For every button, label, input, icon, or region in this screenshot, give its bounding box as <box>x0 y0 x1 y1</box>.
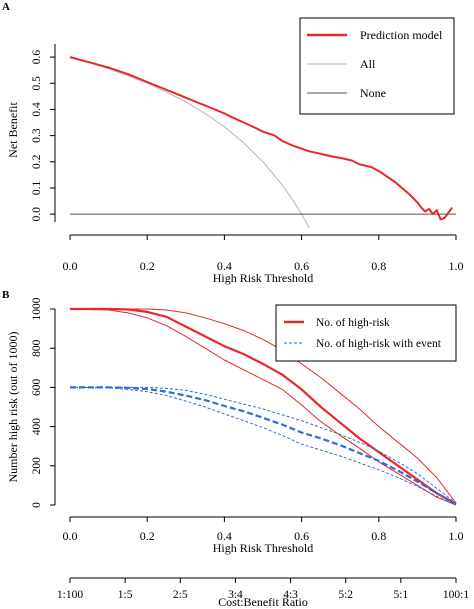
series-line-no-of-high-risk-with-event <box>70 386 457 505</box>
panel-b-series <box>69 307 457 506</box>
panel-a-x-tick-label: 0.2 <box>140 259 155 273</box>
panel-a-y-tick-label: 0.3 <box>31 128 43 143</box>
panel-a-y-tick-label: 0.5 <box>31 76 43 91</box>
panel-b-y-tick-label: 400 <box>31 418 43 436</box>
panel-a-x-tick-label: 1.0 <box>449 259 464 273</box>
panel-b-y-tick-label: 600 <box>31 379 43 397</box>
legend-label-high-risk-event: No. of high-risk with event <box>316 338 442 350</box>
panel-b-x2-tick-label: 2:5 <box>173 589 188 601</box>
panel-b-y-axis-title: Number high risk (out of 1000) <box>6 332 20 483</box>
panel-a-y-tick-label: 0.0 <box>31 207 43 222</box>
panel-b-x2-tick-label: 5:2 <box>338 589 353 601</box>
panel-a-plot-area <box>69 56 456 229</box>
panel-a-x-axis-title: High Risk Threshold <box>213 271 313 285</box>
panel-b-label: B <box>2 289 10 301</box>
series-ci-lower-no-of-high-risk-with-event <box>69 386 457 506</box>
series-line-no-of-high-risk <box>70 307 457 505</box>
panel-b-x2-axis-title: Cost:Benefit Ratio <box>218 595 308 609</box>
panel-a-x-tick-label: 0.4 <box>217 259 232 273</box>
panel-b-x2-tick-label: 5:1 <box>394 589 409 601</box>
panel-b-x2-ticks: 1:100 1:5 2:5 3:4 4:3 5:2 5:1 100:1 <box>57 578 469 601</box>
panel-a-legend: Prediction model All None <box>299 17 455 115</box>
panel-a-y-tick-label: 0.4 <box>31 102 43 117</box>
panel-b-x-tick-label: 1.0 <box>449 529 464 543</box>
panel-a: A 0.0 0.1 0.2 0.3 0.4 0.5 0.6 0.0 0.2 0.4 0.6 0.8 1… <box>2 1 464 285</box>
panel-a-y-tick-label: 0.2 <box>31 154 43 169</box>
panel-b-x2-tick-label: 1:100 <box>57 589 83 601</box>
series-ci-upper-no-of-high-risk-with-event <box>70 386 457 504</box>
panel-b-x2-tick-label: 3:4 <box>228 589 243 601</box>
panel-a-series <box>69 56 456 229</box>
panel-b-legend: No. of high-risk No. of high-risk with e… <box>275 304 457 362</box>
panel-b-y-tick-label: 0 <box>31 502 43 508</box>
panel-a-label: A <box>2 1 10 13</box>
panel-b-x-tick-label: 0.8 <box>371 529 386 543</box>
panel-a-x-tick-label: 0.0 <box>63 259 78 273</box>
panel-b-x-tick-label: 0.0 <box>63 529 78 543</box>
series-ci-upper-no-of-high-risk <box>70 308 457 504</box>
panel-b-y-tick-label: 200 <box>31 457 43 475</box>
panel-a-x-tick-label: 0.8 <box>371 259 386 273</box>
panel-a-y-ticks: 0.0 0.1 0.2 0.3 0.4 0.5 0.6 <box>31 50 55 222</box>
panel-b-x-axis-title: High Risk Threshold <box>213 541 313 555</box>
panel-b-x2-tick-label: 100:1 <box>443 589 469 601</box>
panel-b-x2-tick-label: 4:3 <box>283 589 298 601</box>
series-line-prediction-model <box>69 56 453 221</box>
legend-label-prediction-model: Prediction model <box>360 28 443 42</box>
legend-label-high-risk: No. of high-risk <box>316 317 390 329</box>
panel-b: B 0 200 400 600 800 1000 0.0 0.2 0.4 0.6 0.8 1.0 1… <box>2 289 469 609</box>
panel-b-x-ticks: 0.0 0.2 0.4 0.6 0.8 1.0 <box>63 517 464 543</box>
panel-a-x-tick-label: 0.6 <box>294 259 309 273</box>
panel-a-y-axis-title: Net Benefit <box>6 102 20 158</box>
panel-b-legend-box <box>275 304 457 362</box>
panel-b-x-tick-label: 0.2 <box>140 529 155 543</box>
legend-label-all: All <box>360 57 376 71</box>
panel-b-x2-tick-label: 1:5 <box>118 589 133 601</box>
panel-b-y-tick-label: 800 <box>31 339 43 357</box>
panel-b-x-tick-label: 0.4 <box>217 529 232 543</box>
panel-a-x-ticks: 0.0 0.2 0.4 0.6 0.8 1.0 <box>63 235 464 273</box>
panel-b-x-tick-label: 0.6 <box>294 529 309 543</box>
panel-a-y-tick-label: 0.6 <box>31 50 43 65</box>
series-line-all <box>69 56 310 229</box>
series-ci-lower-no-of-high-risk <box>69 308 457 506</box>
legend-label-none: None <box>360 86 386 100</box>
panel-a-y-tick-label: 0.1 <box>31 181 43 196</box>
panel-b-y-tick-label: 1000 <box>31 297 43 320</box>
panel-b-y-ticks: 0 200 400 600 800 1000 <box>31 297 55 508</box>
